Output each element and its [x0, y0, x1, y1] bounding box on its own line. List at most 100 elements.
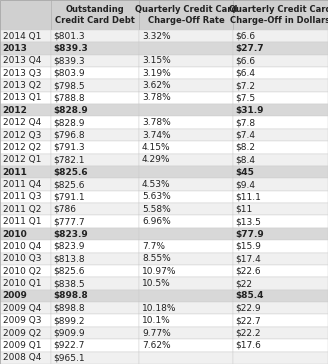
Text: 2008 Q4: 2008 Q4 — [3, 353, 41, 362]
Bar — [0, 116, 51, 129]
Text: 9.77%: 9.77% — [142, 329, 171, 337]
Bar — [0, 141, 51, 154]
Bar — [0, 92, 51, 104]
Text: 3.78%: 3.78% — [142, 118, 171, 127]
Text: 4.29%: 4.29% — [142, 155, 171, 164]
Bar — [0, 67, 51, 79]
Bar — [139, 240, 233, 253]
Text: 2011 Q4: 2011 Q4 — [3, 180, 41, 189]
Text: 6.96%: 6.96% — [142, 217, 171, 226]
Text: Quarterly Credit Card
Charge-Off Rate: Quarterly Credit Card Charge-Off Rate — [135, 5, 237, 25]
Bar — [233, 104, 328, 116]
Text: 2013 Q4: 2013 Q4 — [3, 56, 41, 65]
Text: $17.6: $17.6 — [236, 341, 261, 350]
Text: $22.2: $22.2 — [236, 329, 261, 337]
Text: 2012 Q4: 2012 Q4 — [3, 118, 41, 127]
Bar — [51, 141, 139, 154]
Bar — [233, 339, 328, 352]
Text: $825.6: $825.6 — [53, 180, 85, 189]
Bar — [139, 104, 233, 116]
Text: 2012 Q2: 2012 Q2 — [3, 143, 41, 152]
Bar — [233, 352, 328, 364]
Bar — [139, 228, 233, 240]
Bar — [51, 166, 139, 178]
Bar — [0, 302, 51, 314]
Bar — [51, 327, 139, 339]
Bar — [233, 191, 328, 203]
Bar — [0, 339, 51, 352]
Bar — [233, 154, 328, 166]
Text: $801.3: $801.3 — [53, 32, 85, 40]
Bar — [51, 79, 139, 92]
Text: $791.3: $791.3 — [53, 143, 85, 152]
Text: $828.9: $828.9 — [53, 106, 88, 115]
Text: 2011 Q1: 2011 Q1 — [3, 217, 41, 226]
Text: $782.1: $782.1 — [53, 155, 85, 164]
Text: 2011 Q3: 2011 Q3 — [3, 193, 41, 201]
Text: $813.8: $813.8 — [53, 254, 85, 263]
Text: 3.19%: 3.19% — [142, 69, 171, 78]
Bar — [139, 129, 233, 141]
Text: $85.4: $85.4 — [236, 292, 264, 300]
Text: $45: $45 — [236, 168, 255, 177]
Bar — [51, 302, 139, 314]
Text: $786: $786 — [53, 205, 76, 214]
Bar — [139, 339, 233, 352]
Bar — [233, 79, 328, 92]
Text: $7.2: $7.2 — [236, 81, 256, 90]
Text: 10.1%: 10.1% — [142, 316, 171, 325]
Text: 2013 Q2: 2013 Q2 — [3, 81, 41, 90]
Bar — [139, 314, 233, 327]
Bar — [139, 253, 233, 265]
Text: $6.4: $6.4 — [236, 69, 256, 78]
Text: $9.4: $9.4 — [236, 180, 256, 189]
Text: 2012 Q3: 2012 Q3 — [3, 131, 41, 139]
Bar — [139, 42, 233, 55]
Text: $777.7: $777.7 — [53, 217, 85, 226]
Bar — [51, 0, 139, 30]
Text: 10.18%: 10.18% — [142, 304, 176, 313]
Text: $909.9: $909.9 — [53, 329, 85, 337]
Text: 2010 Q2: 2010 Q2 — [3, 267, 41, 276]
Text: $7.8: $7.8 — [236, 118, 256, 127]
Text: $796.8: $796.8 — [53, 131, 85, 139]
Bar — [51, 215, 139, 228]
Bar — [51, 265, 139, 277]
Text: 10.5%: 10.5% — [142, 279, 171, 288]
Text: 2009: 2009 — [3, 292, 28, 300]
Bar — [139, 55, 233, 67]
Bar — [233, 265, 328, 277]
Text: $839.3: $839.3 — [53, 56, 85, 65]
Bar — [233, 67, 328, 79]
Bar — [233, 228, 328, 240]
Bar — [0, 265, 51, 277]
Bar — [51, 55, 139, 67]
Bar — [0, 290, 51, 302]
Text: 2010 Q3: 2010 Q3 — [3, 254, 41, 263]
Bar — [51, 30, 139, 42]
Text: $823.9: $823.9 — [53, 242, 85, 251]
Bar — [233, 290, 328, 302]
Bar — [0, 352, 51, 364]
Text: $898.8: $898.8 — [53, 304, 85, 313]
Bar — [233, 55, 328, 67]
Bar — [139, 116, 233, 129]
Bar — [51, 92, 139, 104]
Bar — [139, 215, 233, 228]
Text: $838.5: $838.5 — [53, 279, 85, 288]
Bar — [0, 0, 51, 30]
Text: $899.2: $899.2 — [53, 316, 85, 325]
Bar — [139, 92, 233, 104]
Text: $8.4: $8.4 — [236, 155, 256, 164]
Bar — [139, 30, 233, 42]
Bar — [139, 191, 233, 203]
Text: $15.9: $15.9 — [236, 242, 261, 251]
Text: $13.5: $13.5 — [236, 217, 261, 226]
Bar — [51, 191, 139, 203]
Bar — [0, 79, 51, 92]
Text: 8.55%: 8.55% — [142, 254, 171, 263]
Text: 5.58%: 5.58% — [142, 205, 171, 214]
Bar — [0, 55, 51, 67]
Bar — [233, 215, 328, 228]
Text: $11.1: $11.1 — [236, 193, 261, 201]
